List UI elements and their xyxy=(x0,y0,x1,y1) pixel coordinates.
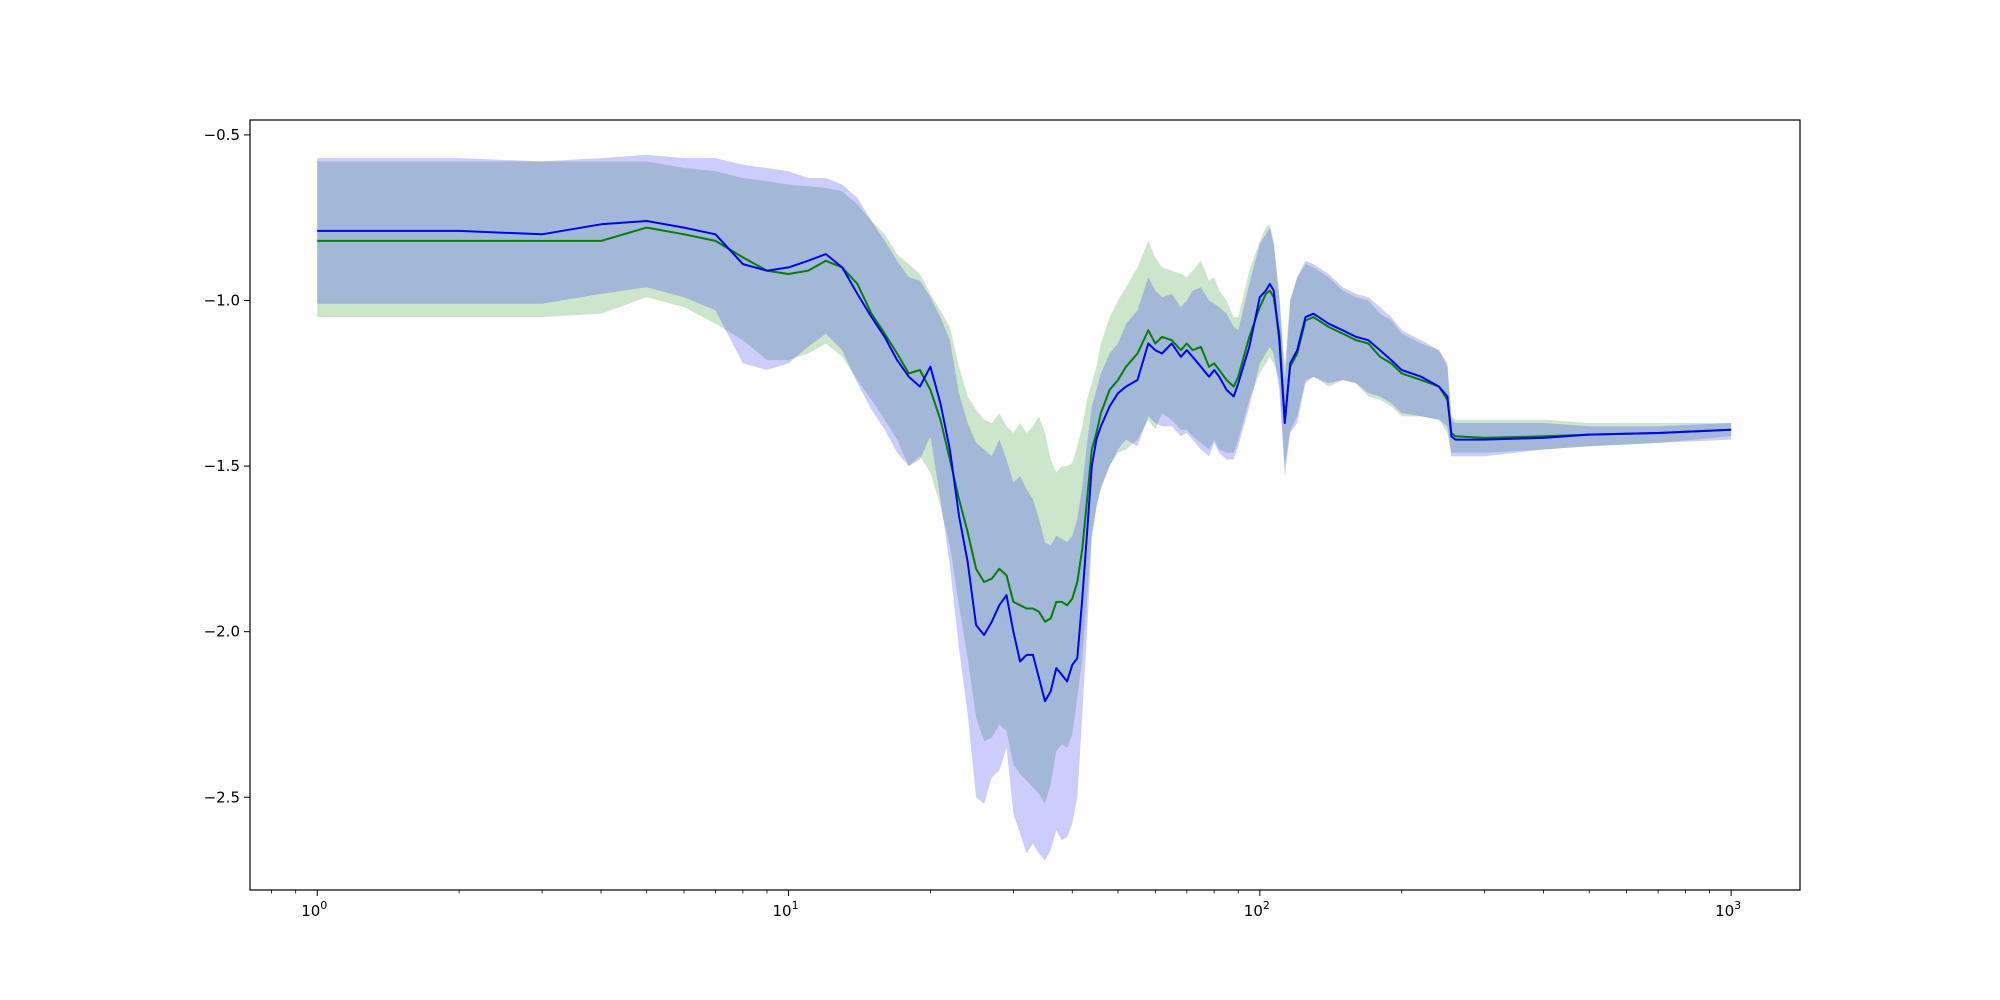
y-tick-label: −1.0 xyxy=(204,291,240,309)
y-tick-label: −0.5 xyxy=(204,126,240,144)
plot-frame xyxy=(249,119,1801,891)
y-tick-label: −2.0 xyxy=(204,623,240,641)
x-tick-exponent: 0 xyxy=(320,899,327,912)
x-tick-exponent: 1 xyxy=(792,899,799,912)
y-tick-label: −1.5 xyxy=(204,457,240,475)
series-1-band xyxy=(317,161,1732,804)
y-tick-label: −2.5 xyxy=(204,788,240,806)
confidence-bands xyxy=(317,154,1732,861)
x-tick-exponent: 2 xyxy=(1263,899,1270,912)
series-1-line xyxy=(317,226,1732,623)
series-lines xyxy=(317,220,1732,703)
series-2-line xyxy=(317,220,1732,703)
y-axis: −0.5 −1.0 −1.5 −2.0 −2.5 xyxy=(204,126,250,806)
series-2-band xyxy=(317,154,1732,861)
x-tick-exponent: 3 xyxy=(1734,899,1741,912)
